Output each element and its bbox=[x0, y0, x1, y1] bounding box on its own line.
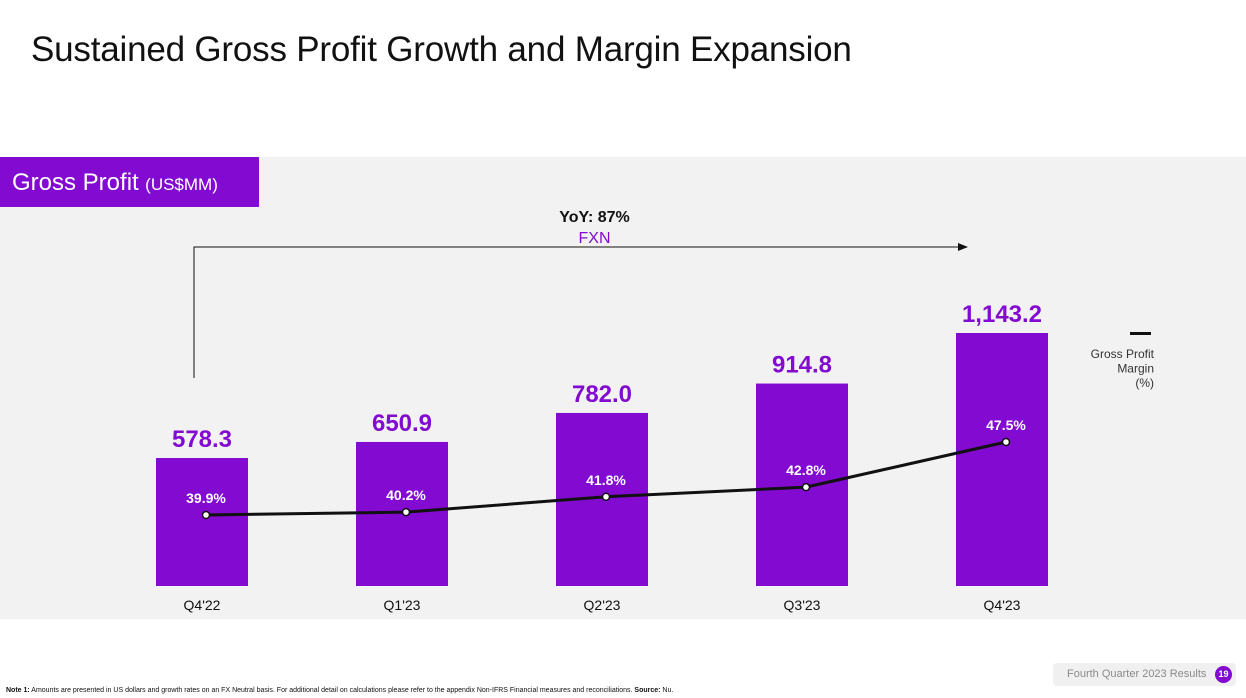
page-number-badge: 19 bbox=[1215, 666, 1232, 683]
section-unit: (US$MM) bbox=[145, 175, 218, 194]
bar-value-label: 578.3 bbox=[172, 426, 232, 453]
yoy-arrow bbox=[193, 243, 968, 378]
gross-profit-chart: YoY: 87% FXN 578.3 Q4'22 650.9 Q1'23 782.0 Q2'… bbox=[156, 209, 1155, 613]
footer-label: Fourth Quarter 2023 Results bbox=[1067, 668, 1207, 680]
bar-4 bbox=[756, 383, 848, 586]
bar-5 bbox=[956, 333, 1048, 586]
page-title: Sustained Gross Profit Growth and Margin… bbox=[31, 30, 852, 69]
margin-point-2 bbox=[401, 507, 411, 517]
category-label: Q2'23 bbox=[584, 597, 621, 613]
legend-line-swatch bbox=[1130, 332, 1151, 335]
bar-value-label: 650.9 bbox=[372, 410, 432, 437]
legend-text: Margin bbox=[1117, 362, 1154, 376]
category-label: Q3'23 bbox=[784, 597, 821, 613]
legend-text: (%) bbox=[1135, 376, 1154, 390]
section-tag: Gross Profit (US$MM) bbox=[0, 157, 259, 207]
footnote: Note 1: Amounts are presented in US doll… bbox=[6, 687, 673, 694]
margin-point-3 bbox=[601, 492, 611, 501]
margin-value-label: 42.8% bbox=[786, 462, 826, 478]
footnote-source: Nu. bbox=[660, 687, 674, 694]
category-label: Q1'23 bbox=[384, 597, 421, 613]
bar-value-label: 914.8 bbox=[772, 352, 832, 379]
yoy-label: YoY: 87% bbox=[559, 209, 630, 226]
legend-text: Gross Profit bbox=[1091, 347, 1155, 361]
footer-pill: Fourth Quarter 2023 Results 19 bbox=[1053, 663, 1236, 686]
footnote-text: Amounts are presented in US dollars and … bbox=[29, 687, 635, 694]
margin-point-1 bbox=[201, 510, 211, 520]
margin-value-label: 47.5% bbox=[986, 417, 1026, 433]
bar-value-label: 1,143.2 bbox=[962, 301, 1042, 328]
bar-1 bbox=[156, 458, 248, 586]
fxn-label: FXN bbox=[579, 230, 611, 247]
margin-point-5 bbox=[1001, 437, 1011, 447]
margin-value-label: 41.8% bbox=[586, 472, 626, 488]
margin-value-label: 40.2% bbox=[386, 487, 426, 503]
footnote-source-label: Source: bbox=[634, 687, 661, 694]
bar-value-label: 782.0 bbox=[572, 381, 632, 408]
footnote-prefix: Note 1: bbox=[6, 687, 30, 694]
category-label: Q4'22 bbox=[184, 597, 221, 613]
margin-point-4 bbox=[801, 482, 811, 492]
category-label: Q4'23 bbox=[984, 597, 1021, 613]
margin-value-label: 39.9% bbox=[186, 490, 226, 506]
section-title: Gross Profit bbox=[12, 169, 139, 196]
